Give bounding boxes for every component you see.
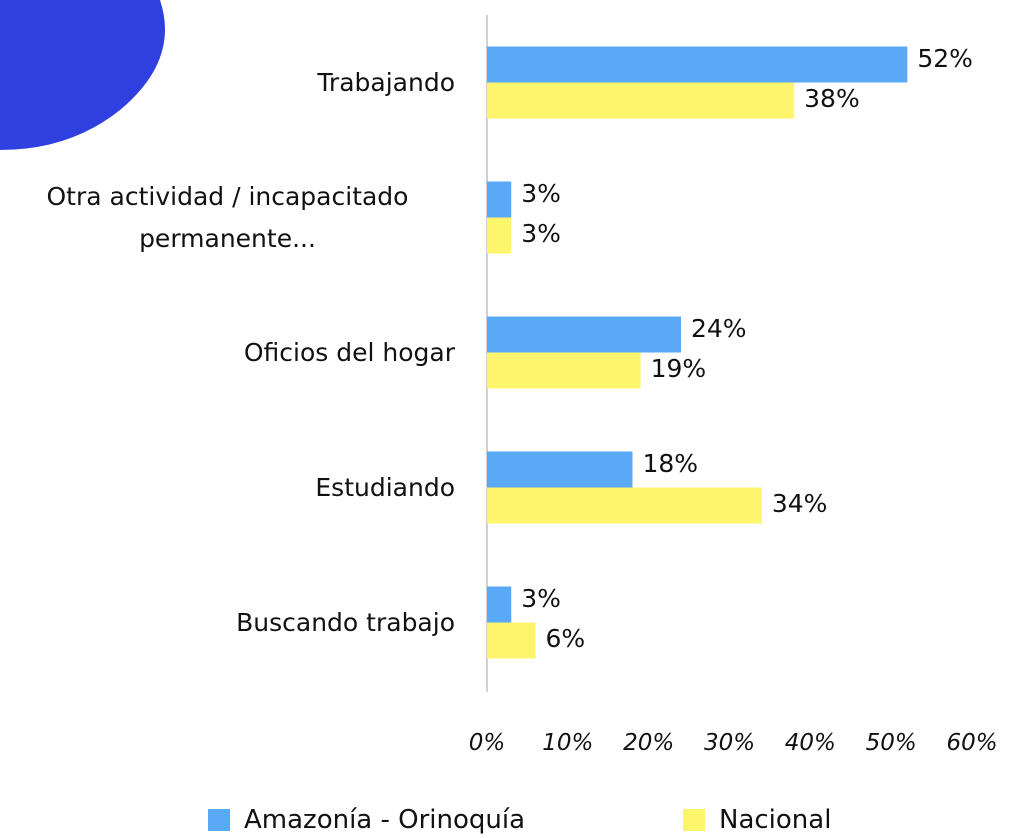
category-label: Oficios del hogar (0, 308, 455, 398)
legend-swatch (208, 809, 230, 831)
bar (487, 47, 907, 83)
category-text: Trabajando (317, 62, 455, 104)
legend-label: Nacional (719, 805, 831, 835)
bar (487, 182, 511, 218)
category-text: Oficios del hogar (244, 332, 455, 374)
bar (487, 587, 511, 623)
value-label: 3% (521, 178, 561, 210)
category-text: Otra actividad / incapacitado permanente… (0, 176, 455, 260)
legend-item: Amazonía - Orinoquía (208, 805, 525, 835)
chart: Trabajando 52% 38% Otra actividad / incapac… (0, 0, 1012, 838)
x-tick-label: 30% (704, 730, 755, 756)
category-label: Buscando trabajo (0, 578, 455, 668)
category-text: Buscando trabajo (236, 602, 455, 644)
bar (487, 452, 633, 488)
bar (487, 317, 681, 353)
legend-swatch (683, 809, 705, 831)
bar (487, 488, 762, 524)
bar (487, 83, 794, 119)
x-tick-label: 50% (866, 730, 917, 756)
category-label: Estudiando (0, 443, 455, 533)
value-label: 34% (772, 488, 828, 520)
legend-item: Nacional (683, 805, 831, 835)
value-label: 24% (691, 313, 747, 345)
value-label: 18% (643, 448, 699, 480)
bar (487, 218, 511, 254)
bar (487, 353, 641, 389)
x-tick-label: 10% (542, 730, 593, 756)
x-tick-label: 40% (785, 730, 836, 756)
x-tick-label: 60% (946, 730, 997, 756)
category-label: Otra actividad / incapacitado permanente… (0, 173, 455, 263)
value-label: 52% (917, 43, 973, 75)
legend-label: Amazonía - Orinoquía (244, 805, 525, 835)
category-label: Trabajando (0, 38, 455, 128)
x-tick-label: 20% (623, 730, 674, 756)
value-label: 19% (651, 353, 707, 385)
x-tick-label: 0% (469, 730, 506, 756)
bar (487, 623, 536, 659)
category-text: Estudiando (315, 467, 455, 509)
value-label: 6% (546, 623, 586, 655)
value-label: 3% (521, 218, 561, 250)
value-label: 38% (804, 83, 860, 115)
value-label: 3% (521, 583, 561, 615)
